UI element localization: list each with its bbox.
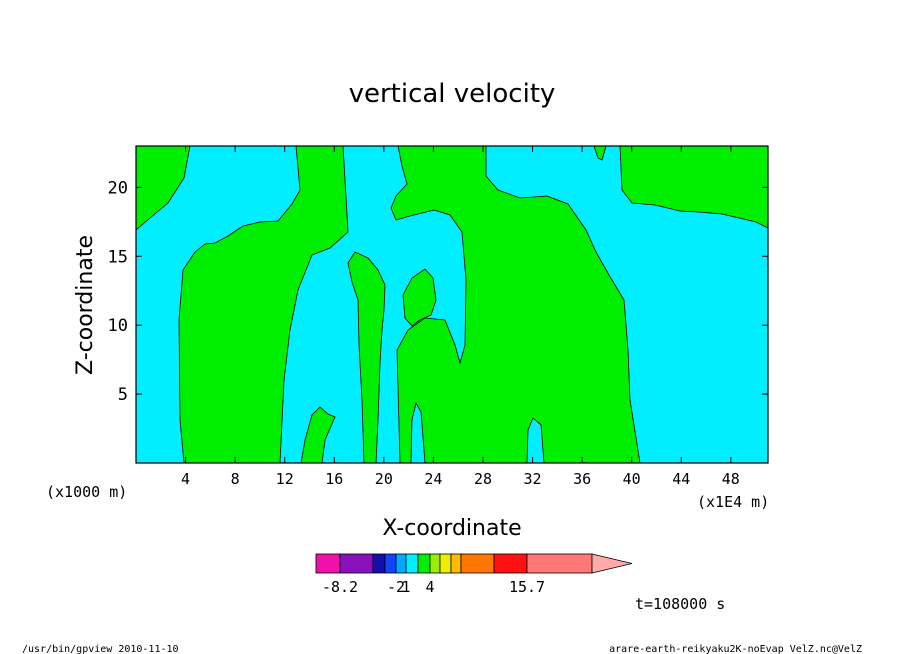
y-tick-label: 20 [108,178,128,198]
colorbar-swatch [384,553,397,574]
colorbar-arrow [591,553,633,574]
colorbar-label: -2 [387,578,405,596]
colorbar-swatch [372,553,386,574]
x-tick-label: 36 [573,470,591,488]
x-unit-label: (x1E4 m) [697,493,769,511]
colorbar-swatch [439,553,452,574]
x-tick-label: 48 [722,470,740,488]
colorbar-swatch [450,553,462,574]
colorbar-swatch [395,553,407,574]
footer-right: arare-earth-reikyaku2K-noEvap_VelZ.nc@Ve… [609,644,862,654]
colorbar-swatch [339,553,374,574]
colorbar-swatch [460,553,495,574]
colorbar-swatch [493,553,528,574]
x-tick-label: 20 [375,470,393,488]
y-unit-label: (x1000 m) [46,483,127,501]
footer-left: /usr/bin/gpview 2010-11-10 [22,644,179,654]
y-tick-label: 5 [118,385,128,405]
colorbar-label: 1 [401,578,410,596]
x-tick-label: 12 [276,470,294,488]
y-axis-label: Z-coordinate [73,235,98,375]
x-tick-label: 16 [325,470,343,488]
y-tick-label: 15 [108,247,128,267]
updraft-region-main-left [178,145,349,464]
updraft-region-column [347,251,386,464]
chart-title: vertical velocity [349,79,556,109]
y-tick-label: 10 [108,316,128,336]
colorbar-label: 4 [425,578,434,596]
x-tick-label: 24 [424,470,442,488]
updraft-region-blob [402,268,437,327]
x-tick-label: 8 [231,470,240,488]
updraft-region-center [390,145,641,464]
x-tick-label: 44 [672,470,690,488]
x-tick-label: 40 [623,470,641,488]
colorbar: -8.2 -21 4 15.7 [315,553,633,596]
colorbar-label: 15.7 [509,578,545,596]
colorbar-label: -8.2 [322,578,358,596]
plot-frame [135,145,769,464]
x-tick-label: 32 [524,470,542,488]
colorbar-swatch [526,553,593,574]
x-tick-label: 4 [181,470,190,488]
colorbar-swatch [315,553,341,574]
time-label: t=108000 s [635,595,725,613]
updraft-region-narrow [300,406,336,464]
x-tick-label: 28 [474,470,492,488]
colorbar-swatch [417,553,431,574]
colorbar-swatch [405,553,419,574]
x-axis-label: X-coordinate [382,516,521,541]
colorbar-swatch [429,553,441,574]
